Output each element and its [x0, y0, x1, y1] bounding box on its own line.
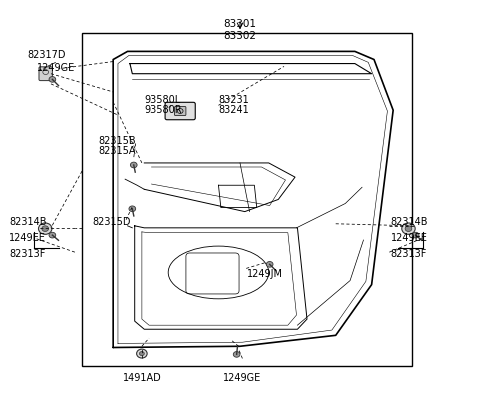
FancyBboxPatch shape — [165, 102, 195, 120]
Circle shape — [266, 262, 273, 267]
Text: 93580L: 93580L — [144, 95, 180, 105]
Text: 1249GE: 1249GE — [223, 373, 262, 383]
Text: 1491AD: 1491AD — [122, 373, 161, 383]
Circle shape — [49, 77, 56, 82]
Circle shape — [42, 226, 48, 232]
Circle shape — [49, 232, 56, 238]
Circle shape — [412, 232, 419, 238]
Text: 82315A: 82315A — [99, 146, 136, 156]
Circle shape — [38, 223, 52, 234]
Text: 1249EE: 1249EE — [391, 233, 428, 243]
Circle shape — [233, 352, 240, 357]
Circle shape — [129, 206, 136, 212]
FancyBboxPatch shape — [39, 67, 52, 81]
Text: 82314B: 82314B — [391, 217, 428, 227]
Text: 1249GE: 1249GE — [36, 63, 75, 72]
Text: 83301
83302: 83301 83302 — [224, 19, 256, 41]
Text: 82313F: 82313F — [9, 249, 46, 259]
Text: 1249JM: 1249JM — [247, 269, 283, 280]
Text: 82315D: 82315D — [93, 217, 131, 227]
Text: 83241: 83241 — [218, 105, 249, 115]
Circle shape — [402, 223, 415, 234]
Text: 82315B: 82315B — [99, 136, 136, 146]
Text: 82317D: 82317D — [27, 50, 65, 61]
Circle shape — [405, 226, 412, 232]
Circle shape — [131, 162, 137, 168]
Text: 82313F: 82313F — [391, 249, 427, 259]
Bar — [82, 33, 412, 366]
Text: 93580R: 93580R — [144, 105, 182, 115]
Circle shape — [137, 349, 147, 358]
FancyBboxPatch shape — [174, 107, 186, 116]
Text: 1249EE: 1249EE — [9, 233, 46, 243]
Circle shape — [140, 352, 144, 356]
Text: 83231: 83231 — [218, 95, 249, 105]
Text: 82314B: 82314B — [9, 217, 47, 227]
